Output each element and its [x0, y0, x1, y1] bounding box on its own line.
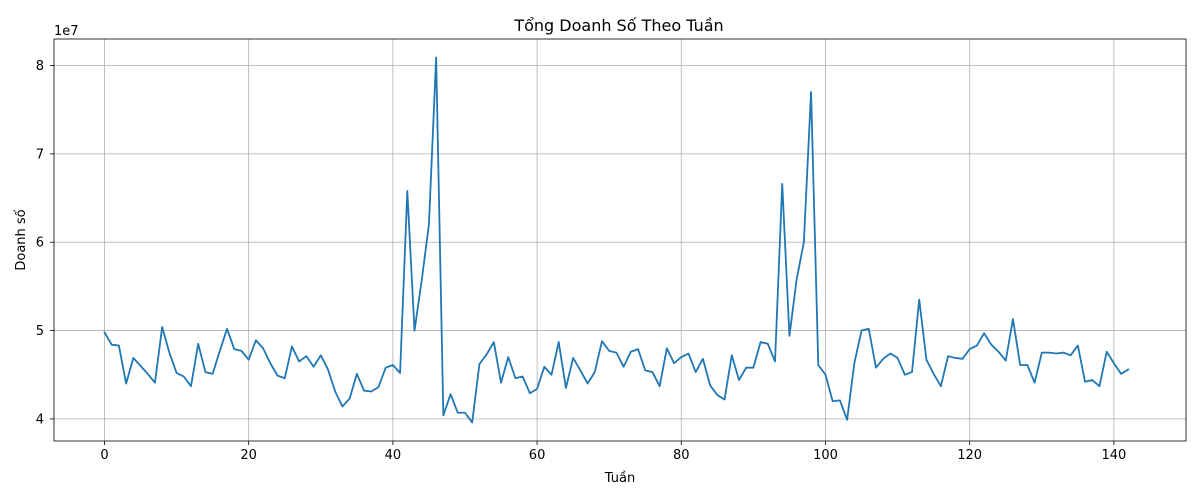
sales-series-line	[103, 56, 1130, 424]
y-axis-title: Doanh số	[14, 209, 29, 270]
x-tick-label: 60	[529, 448, 546, 463]
x-tick-label: 20	[240, 448, 257, 463]
x-tick-label: 40	[385, 448, 402, 463]
y-tick-label: 5	[36, 324, 44, 339]
y-tick-label: 8	[36, 59, 44, 74]
y-tick-label: 4	[36, 412, 44, 427]
y-tick-label: 7	[36, 147, 44, 162]
x-axis-ticks: 0 20 40 60 80 100 120 140	[100, 441, 1126, 463]
x-axis-title: Tuần	[604, 471, 635, 486]
x-tick-label: 0	[100, 448, 108, 463]
x-tick-label: 120	[957, 448, 982, 463]
x-tick-label: 140	[1101, 448, 1126, 463]
x-tick-label: 80	[673, 448, 690, 463]
y-axis-offset-label: 1e7	[54, 24, 79, 39]
plot-frame	[53, 38, 1187, 442]
chart-title: Tổng Doanh Số Theo Tuần	[513, 16, 723, 35]
x-tick-label: 100	[813, 448, 838, 463]
y-axis-ticks: 4 5 6 7 8	[36, 59, 54, 427]
y-tick-label: 6	[36, 236, 44, 251]
grid	[54, 39, 1186, 441]
